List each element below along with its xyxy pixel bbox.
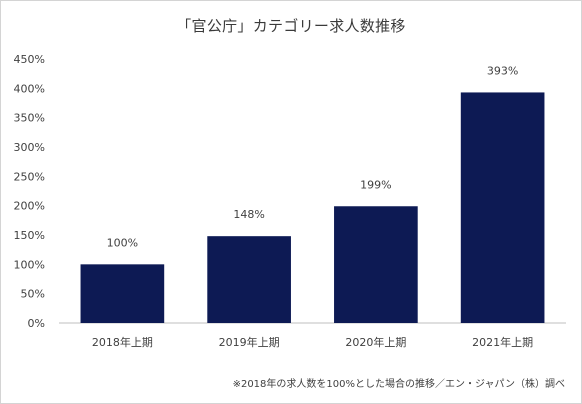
source-note: ※2018年の求人数を100%とした場合の推移／エン・ジャパン（株）調べ — [232, 379, 565, 390]
y-tick-label: 100% — [14, 258, 45, 271]
bar — [334, 206, 418, 323]
data-label: 148% — [233, 208, 264, 221]
y-tick-label: 0% — [28, 317, 45, 330]
y-tick-label: 150% — [14, 229, 45, 242]
bar — [207, 236, 291, 323]
y-tick-label: 50% — [21, 288, 45, 301]
y-tick-label: 450% — [14, 53, 45, 66]
x-tick-label: 2020年上期 — [345, 335, 406, 349]
bar — [80, 264, 165, 323]
data-label: 100% — [107, 236, 138, 249]
chart-title: 「官公庁」カテゴリー求人数推移 — [176, 17, 406, 35]
x-tick-label: 2021年上期 — [472, 335, 533, 349]
data-label: 393% — [487, 64, 518, 77]
y-tick-label: 300% — [14, 141, 45, 154]
x-tick-label: 2018年上期 — [92, 335, 153, 349]
y-tick-label: 350% — [14, 112, 45, 125]
data-label: 199% — [360, 178, 391, 191]
y-tick-label: 250% — [14, 170, 45, 183]
y-tick-label: 400% — [14, 82, 45, 95]
x-tick-label: 2019年上期 — [219, 335, 280, 349]
y-tick-label: 200% — [14, 200, 45, 213]
bar — [460, 92, 545, 323]
